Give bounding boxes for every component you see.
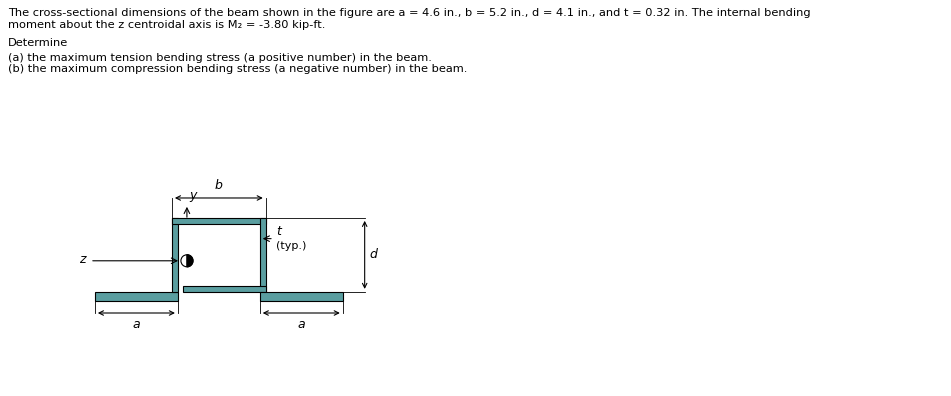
Bar xyxy=(95,292,178,301)
Text: a: a xyxy=(298,318,305,331)
Text: (a) the maximum tension bending stress (a positive number) in the beam.: (a) the maximum tension bending stress (… xyxy=(8,53,432,63)
Text: (b) the maximum compression bending stress (a negative number) in the beam.: (b) the maximum compression bending stre… xyxy=(8,64,467,74)
Text: The cross-sectional dimensions of the beam shown in the figure are a = 4.6 in., : The cross-sectional dimensions of the be… xyxy=(8,8,810,18)
Text: d: d xyxy=(370,248,378,261)
Text: (typ.): (typ.) xyxy=(276,241,306,251)
Bar xyxy=(172,218,265,224)
Bar xyxy=(260,292,342,301)
Bar xyxy=(183,286,265,292)
Text: a: a xyxy=(132,318,140,331)
Polygon shape xyxy=(187,255,193,267)
Text: z: z xyxy=(80,253,86,266)
Bar xyxy=(260,218,265,292)
Circle shape xyxy=(181,255,193,267)
Text: y: y xyxy=(189,189,196,202)
Text: t: t xyxy=(276,225,281,238)
Text: moment about the z centroidal axis is M₂ = -3.80 kip-ft.: moment about the z centroidal axis is M₂… xyxy=(8,20,325,30)
Text: Determine: Determine xyxy=(8,38,68,48)
Bar xyxy=(172,218,178,292)
Text: b: b xyxy=(215,179,223,192)
